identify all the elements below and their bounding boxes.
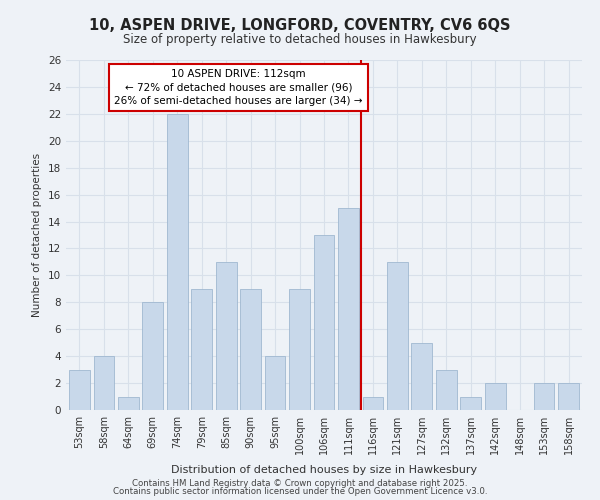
Text: Contains public sector information licensed under the Open Government Licence v3: Contains public sector information licen… bbox=[113, 487, 487, 496]
Y-axis label: Number of detached properties: Number of detached properties bbox=[32, 153, 43, 317]
Bar bbox=[191, 289, 212, 410]
Bar bbox=[69, 370, 90, 410]
Bar bbox=[142, 302, 163, 410]
Bar bbox=[118, 396, 139, 410]
Text: Contains HM Land Registry data © Crown copyright and database right 2025.: Contains HM Land Registry data © Crown c… bbox=[132, 478, 468, 488]
Bar bbox=[314, 235, 334, 410]
Bar bbox=[216, 262, 236, 410]
Bar bbox=[265, 356, 286, 410]
Bar bbox=[460, 396, 481, 410]
Bar bbox=[240, 289, 261, 410]
Bar bbox=[534, 383, 554, 410]
Bar bbox=[558, 383, 579, 410]
Bar bbox=[412, 342, 432, 410]
Bar bbox=[387, 262, 408, 410]
Bar bbox=[167, 114, 188, 410]
Text: Size of property relative to detached houses in Hawkesbury: Size of property relative to detached ho… bbox=[123, 32, 477, 46]
Bar bbox=[338, 208, 359, 410]
Bar bbox=[485, 383, 506, 410]
Text: 10, ASPEN DRIVE, LONGFORD, COVENTRY, CV6 6QS: 10, ASPEN DRIVE, LONGFORD, COVENTRY, CV6… bbox=[89, 18, 511, 32]
Bar bbox=[436, 370, 457, 410]
Bar bbox=[289, 289, 310, 410]
Text: 10 ASPEN DRIVE: 112sqm
← 72% of detached houses are smaller (96)
26% of semi-det: 10 ASPEN DRIVE: 112sqm ← 72% of detached… bbox=[114, 70, 362, 106]
Bar bbox=[94, 356, 114, 410]
Bar bbox=[362, 396, 383, 410]
X-axis label: Distribution of detached houses by size in Hawkesbury: Distribution of detached houses by size … bbox=[171, 466, 477, 475]
